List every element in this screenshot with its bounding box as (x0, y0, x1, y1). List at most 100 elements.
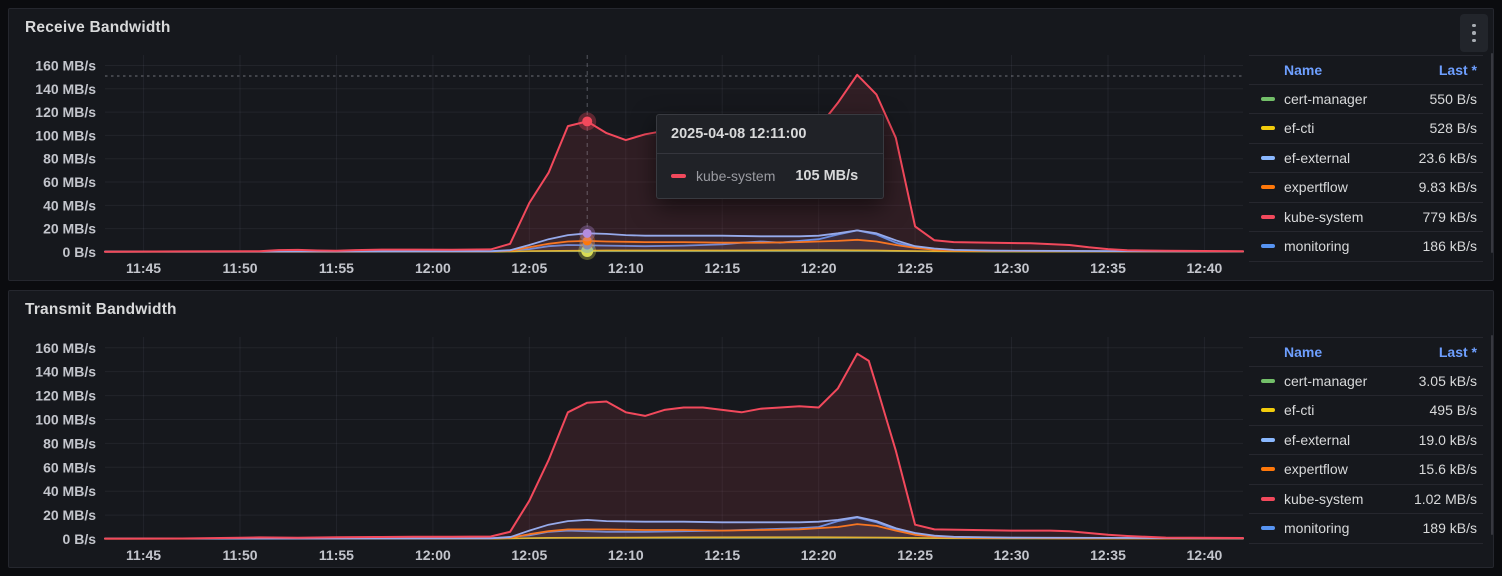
legend-series-last-value: 15.6 kB/s (1418, 461, 1477, 478)
y-axis-tick-label: 140 MB/s (35, 81, 96, 97)
kebab-menu-icon (1472, 38, 1476, 43)
legend-series-name[interactable]: monitoring (1284, 520, 1350, 537)
panel-menu-button[interactable] (1460, 14, 1488, 52)
legend-series-last-value: 9.83 kB/s (1418, 179, 1477, 196)
legend-row-monitoring: monitoring 189 kB/s (1249, 514, 1483, 544)
legend-series-name[interactable]: cert-manager (1284, 372, 1368, 389)
series-area-kube-system (105, 353, 1243, 539)
series-color-swatch-icon[interactable] (1261, 185, 1275, 190)
legend-row-ef-cti: ef-cti 528 B/s (1249, 114, 1483, 144)
hover-point-expertflow[interactable] (582, 236, 592, 246)
time-series-plot[interactable]: 11:45 11:50 11:55 12:00 12:05 12:10 12:15 12:20… (9, 327, 1249, 567)
tooltip-series-name: kube-system (696, 168, 776, 184)
legend-series-name[interactable]: kube-system (1284, 490, 1364, 507)
legend-scrollbar[interactable] (1491, 53, 1493, 253)
legend-series-name[interactable]: ef-cti (1284, 402, 1315, 419)
legend-series-name[interactable]: expertflow (1284, 179, 1348, 196)
x-axis-tick-label: 12:40 (1187, 547, 1223, 563)
y-axis-tick-label: 120 MB/s (35, 104, 96, 120)
series-line-expertflow (104, 523, 1244, 540)
time-series-plot[interactable]: 11:45 11:50 11:55 12:00 12:05 12:10 12:15 12:20… (9, 45, 1249, 280)
y-axis-tick-label: 120 MB/s (35, 388, 96, 404)
y-axis-tick-label: 0 B/s (63, 244, 97, 260)
x-axis-tick-label: 12:10 (608, 260, 644, 276)
x-axis-tick-label: 12:35 (1090, 260, 1126, 276)
series-line-kube-system (104, 352, 1244, 540)
x-axis-tick-label: 11:55 (319, 260, 354, 276)
series-color-swatch-icon[interactable] (1261, 408, 1275, 413)
legend-series-last-value: 189 kB/s (1422, 520, 1477, 537)
x-axis-tick-label: 12:00 (415, 547, 451, 563)
legend-last-sort-header[interactable]: Last * (1438, 61, 1477, 78)
legend-series-name[interactable]: monitoring (1284, 238, 1350, 255)
legend-last-sort-header[interactable]: Last * (1438, 343, 1477, 360)
chart-tooltip: 2025-04-08 12:11:00 kube-system 105 MB/s (656, 114, 884, 199)
legend-series-last-value: 779 kB/s (1422, 208, 1477, 225)
legend-series-last-value: 550 B/s (1429, 90, 1477, 107)
legend-row-ef-cti: ef-cti 495 B/s (1249, 396, 1483, 426)
x-axis-tick-label: 11:55 (319, 547, 354, 563)
kebab-menu-icon (1472, 31, 1476, 35)
panel-title[interactable]: Transmit Bandwidth (25, 301, 177, 318)
legend-row-kube-system: kube-system 1.02 MB/s (1249, 485, 1483, 514)
y-axis-tick-label: 160 MB/s (35, 57, 96, 73)
series-color-swatch-icon[interactable] (1261, 467, 1275, 472)
series-color-swatch-icon[interactable] (1261, 214, 1275, 219)
kebab-menu-icon (1472, 23, 1476, 28)
legend-row-kube-system: kube-system 779 kB/s (1249, 203, 1483, 232)
y-axis-tick-label: 100 MB/s (35, 411, 96, 427)
series-color-swatch-icon[interactable] (1261, 526, 1275, 531)
series-color-swatch-icon[interactable] (1261, 244, 1275, 249)
legend-header-row: Name Last * (1249, 337, 1483, 367)
series-color-swatch-icon (671, 173, 686, 179)
legend-series-name[interactable]: kube-system (1284, 208, 1364, 225)
legend-series-name[interactable]: ef-external (1284, 431, 1351, 448)
y-axis-tick-label: 80 MB/s (43, 435, 96, 451)
series-area-ef-external (105, 230, 1243, 252)
x-axis-tick-label: 12:35 (1090, 547, 1126, 563)
x-axis-tick-label: 11:50 (222, 260, 257, 276)
legend-series-name[interactable]: cert-manager (1284, 90, 1368, 107)
legend-series-last-value: 1.02 MB/s (1413, 490, 1477, 507)
hover-point-ef-external[interactable] (582, 228, 592, 238)
series-color-swatch-icon[interactable] (1261, 96, 1275, 101)
panel-transmit-bandwidth: Transmit Bandwidth 11:45 11:50 11:55 12:00 1… (8, 290, 1494, 568)
legend-name-header[interactable]: Name (1284, 343, 1323, 360)
legend-series-last-value: 528 B/s (1429, 120, 1477, 137)
series-color-swatch-icon[interactable] (1261, 126, 1275, 131)
hover-point-kube-system[interactable] (582, 116, 593, 127)
legend-row-cert-manager: cert-manager 550 B/s (1249, 85, 1483, 114)
series-color-swatch-icon[interactable] (1261, 378, 1275, 383)
legend-series-last-value: 186 kB/s (1422, 238, 1477, 255)
series-area-expertflow (105, 239, 1243, 252)
x-axis-tick-label: 12:15 (704, 547, 740, 563)
panel-body: 11:45 11:50 11:55 12:00 12:05 12:10 12:15 12:20… (9, 327, 1493, 567)
legend-series-name[interactable]: expertflow (1284, 461, 1348, 478)
legend-series-name[interactable]: ef-cti (1284, 120, 1315, 137)
series-color-swatch-icon[interactable] (1261, 496, 1275, 501)
y-axis-tick-label: 160 MB/s (35, 340, 96, 356)
panel-header: Receive Bandwidth (9, 9, 1493, 45)
series-color-swatch-icon[interactable] (1261, 155, 1275, 160)
series-area-ef-external (105, 516, 1243, 539)
legend-row-cert-manager: cert-manager 3.05 kB/s (1249, 367, 1483, 396)
legend-row-ef-external: ef-external 19.0 kB/s (1249, 426, 1483, 455)
panel-title[interactable]: Receive Bandwidth (25, 19, 171, 36)
x-axis-tick-label: 12:25 (897, 547, 933, 563)
series-color-swatch-icon[interactable] (1261, 437, 1275, 442)
legend-row-expertflow: expertflow 9.83 kB/s (1249, 173, 1483, 203)
y-axis-tick-label: 60 MB/s (43, 174, 96, 190)
legend-series-last-value: 19.0 kB/s (1418, 431, 1477, 448)
x-axis-tick-label: 12:20 (801, 547, 837, 563)
x-axis-tick-label: 12:30 (994, 260, 1030, 276)
series-area-monitoring (105, 230, 1243, 252)
legend-header-row: Name Last * (1249, 55, 1483, 85)
legend-scrollbar[interactable] (1491, 335, 1493, 535)
legend-name-header[interactable]: Name (1284, 61, 1323, 78)
panel-receive-bandwidth: Receive Bandwidth 11:45 11:50 11:55 12:00 12… (8, 8, 1494, 281)
y-axis-tick-label: 100 MB/s (35, 127, 96, 143)
x-axis-tick-label: 12:15 (704, 260, 740, 276)
legend-series-name[interactable]: ef-external (1284, 149, 1351, 166)
panel-header: Transmit Bandwidth (9, 291, 1493, 327)
legend-row-monitoring: monitoring 186 kB/s (1249, 232, 1483, 262)
